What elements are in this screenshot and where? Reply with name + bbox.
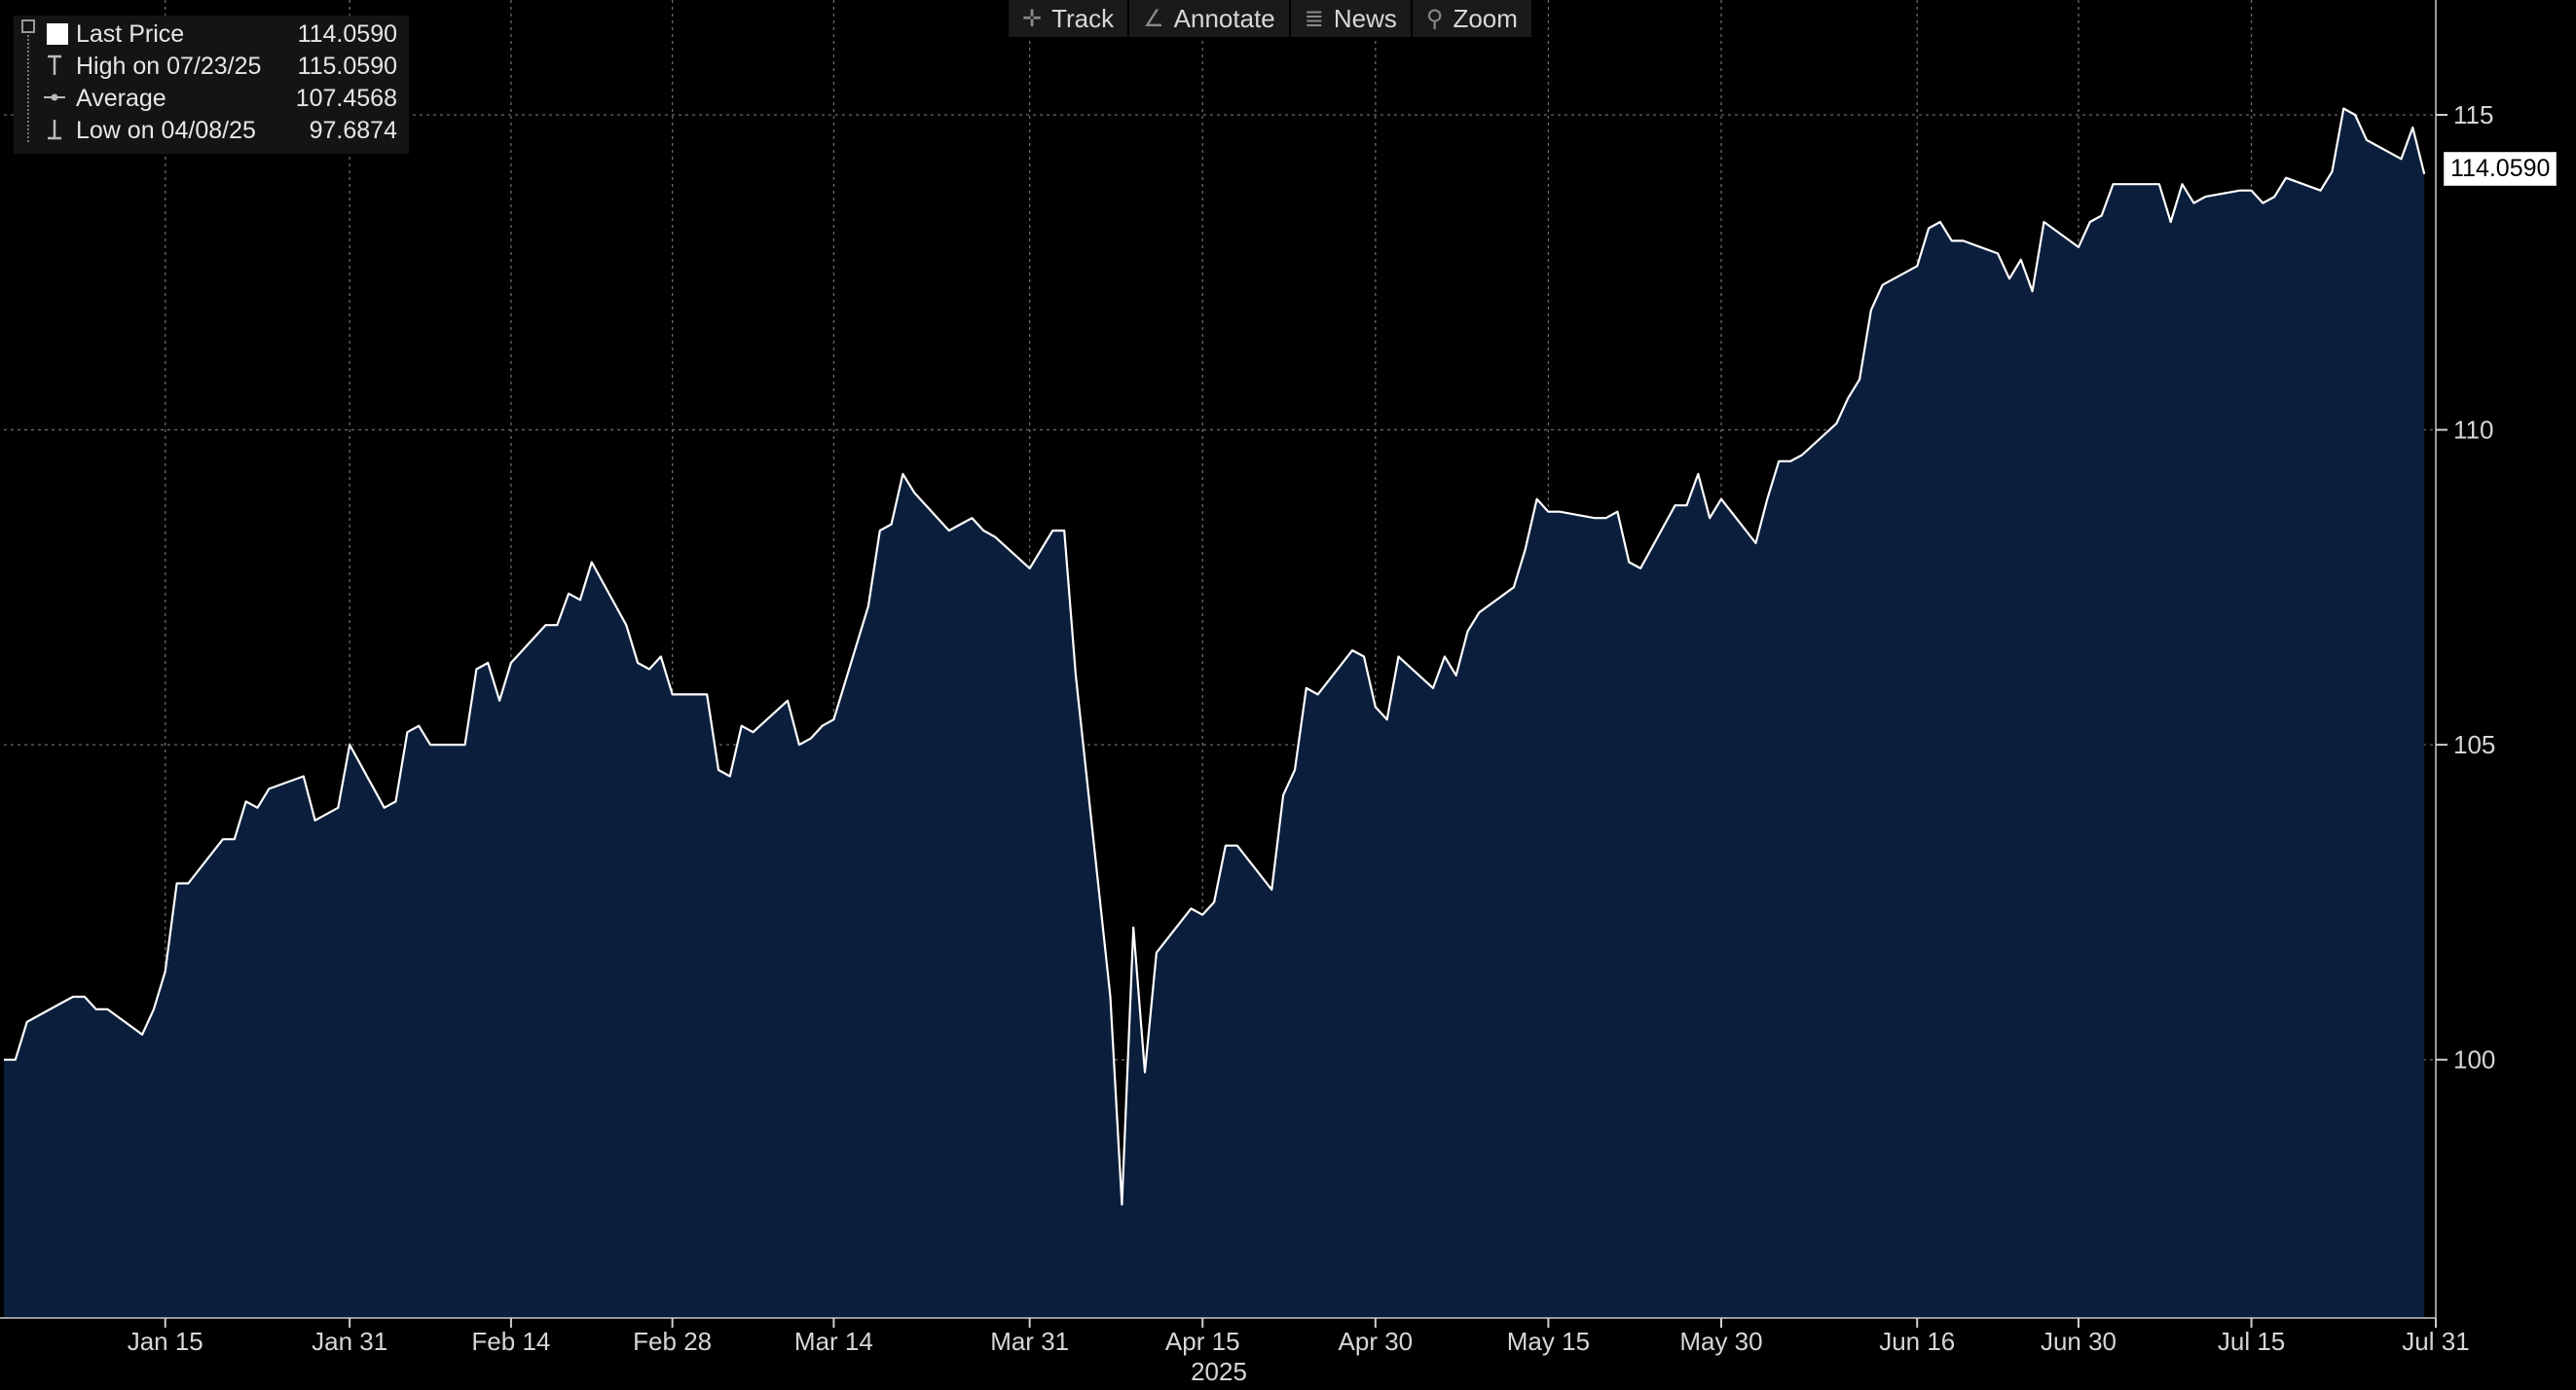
x-tick-label: Jun 16 (1879, 1327, 1955, 1356)
x-axis-year-label: 2025 (1191, 1357, 1247, 1386)
y-tick-label: 100 (2453, 1045, 2495, 1075)
legend-low-label: Low on 04/08/25 (76, 117, 256, 144)
legend-last-price-label: Last Price (76, 20, 185, 48)
legend-tree-line (27, 23, 43, 142)
square-marker-icon (47, 23, 68, 45)
news-button[interactable]: ≣ News (1290, 0, 1413, 37)
legend-average-value: 107.4568 (295, 85, 397, 112)
average-marker-icon (44, 93, 65, 101)
magnifier-icon: ⚲ (1425, 5, 1444, 32)
pencil-icon: ∠ (1143, 5, 1164, 32)
x-tick-label: May 30 (1679, 1327, 1762, 1356)
legend-row-low[interactable]: Low on 04/08/25 97.6874 (14, 114, 409, 145)
y-tick-label: 110 (2453, 416, 2493, 445)
x-tick-label: Jul 31 (2402, 1327, 2469, 1356)
price-area (4, 108, 2425, 1318)
legend-high-label: High on 07/23/25 (76, 53, 262, 80)
x-tick-label: May 15 (1507, 1327, 1590, 1356)
x-tick-label: Apr 15 (1165, 1327, 1240, 1356)
legend-last-price-value: 114.0590 (297, 20, 397, 48)
legend-high-value: 115.0590 (297, 53, 397, 80)
x-tick-label: Apr 30 (1339, 1327, 1414, 1356)
x-tick-label: Feb 28 (633, 1327, 712, 1356)
x-axis-ticks: Jan 15 Jan 31 Feb 14 Feb 28 Mar 14 Mar 31 Apr … (128, 1318, 2470, 1356)
zoom-label: Zoom (1453, 3, 1518, 33)
last-price-tag: 114.0590 (2444, 152, 2558, 186)
x-tick-label: Mar 14 (794, 1327, 873, 1356)
annotate-label: Annotate (1173, 3, 1275, 33)
legend-row-last-price[interactable]: Last Price 114.0590 (14, 18, 409, 49)
news-icon: ≣ (1304, 5, 1324, 32)
x-tick-label: Jan 15 (128, 1327, 203, 1356)
y-axis-ticks: 100 105 110 115 (2436, 100, 2495, 1075)
price-line (4, 107, 2426, 1206)
legend-collapse-icon[interactable] (21, 19, 35, 33)
track-button[interactable]: ✛ Track (1009, 0, 1130, 37)
annotate-button[interactable]: ∠ Annotate (1129, 0, 1291, 37)
x-tick-label: Jan 31 (312, 1327, 387, 1356)
axes (0, 0, 2437, 1319)
legend-low-value: 97.6874 (309, 117, 397, 144)
zoom-button[interactable]: ⚲ Zoom (1412, 0, 1533, 37)
news-label: News (1333, 3, 1397, 33)
y-tick-label: 115 (2453, 100, 2493, 129)
x-tick-label: Feb 14 (471, 1327, 550, 1356)
low-marker-icon (48, 120, 61, 140)
y-tick-label: 105 (2453, 730, 2495, 759)
x-tick-label: Jun 30 (2041, 1327, 2116, 1356)
legend-average-label: Average (76, 85, 166, 112)
crosshair-icon: ✛ (1022, 5, 1043, 32)
high-marker-icon (48, 55, 61, 75)
x-tick-label: Mar 31 (990, 1327, 1069, 1356)
legend-row-high[interactable]: High on 07/23/25 115.0590 (14, 50, 409, 81)
x-tick-label: Jul 15 (2218, 1327, 2285, 1356)
track-label: Track (1051, 3, 1115, 33)
chart-toolbar: ✛ Track ∠ Annotate ≣ News ⚲ Zoom (1009, 0, 1533, 37)
legend-row-average[interactable]: Average 107.4568 (14, 82, 409, 113)
chart-legend: Last Price 114.0590 High on 07/23/25 115… (14, 16, 409, 154)
